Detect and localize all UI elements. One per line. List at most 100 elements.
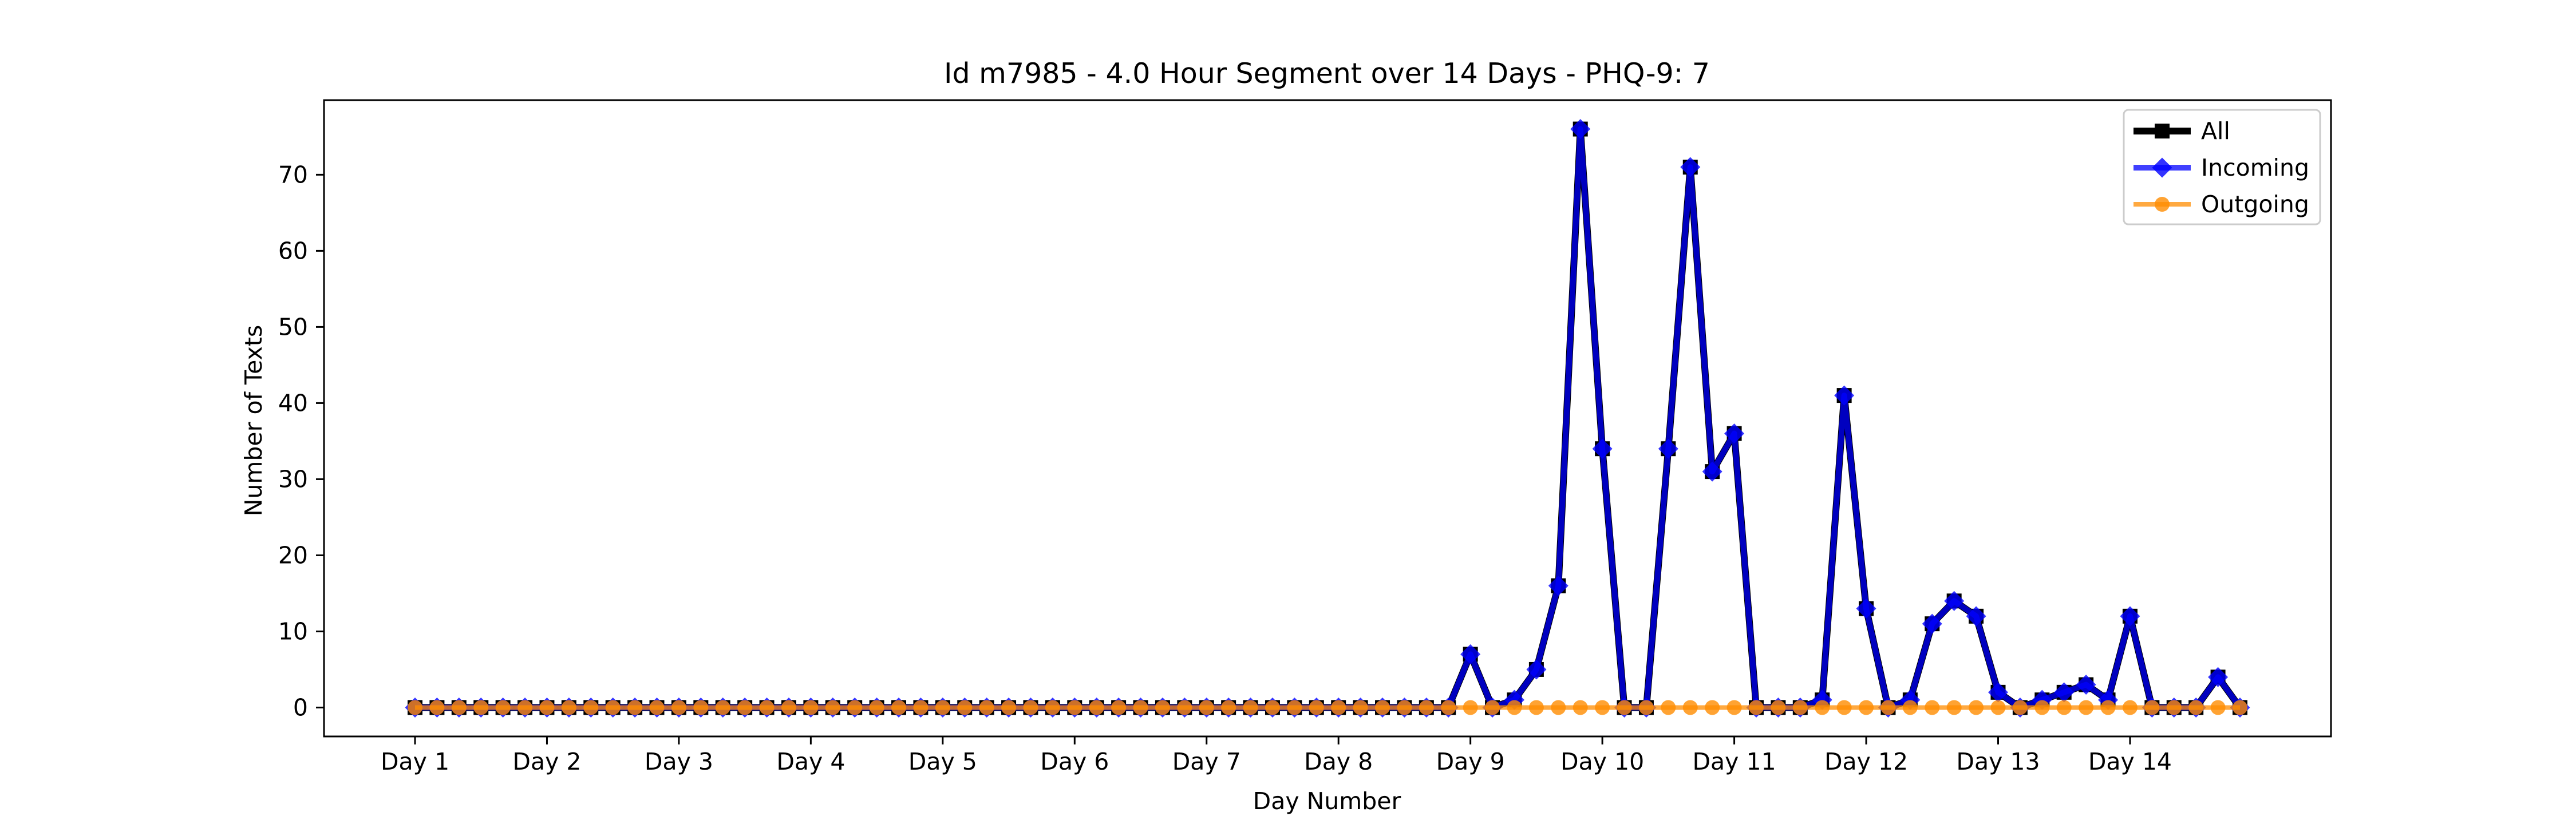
y-tick-label: 40 bbox=[278, 389, 308, 417]
data-point-series-2 bbox=[803, 700, 819, 715]
x-tick-label: Day 9 bbox=[1436, 748, 1505, 775]
data-point-series-2 bbox=[1507, 700, 1522, 715]
data-point-series-2 bbox=[693, 700, 709, 715]
data-point-series-1 bbox=[1944, 591, 1965, 611]
x-tick-label: Day 13 bbox=[1956, 748, 2040, 775]
data-point-series-1 bbox=[1592, 438, 1613, 459]
data-point-series-2 bbox=[1595, 700, 1610, 715]
plot-area: 0 10 20 30 40 50 60 70 Day 1 Day 2 Day 3 Day 4 Day 5… bbox=[278, 99, 2332, 775]
legend-marker-2 bbox=[2155, 197, 2170, 212]
data-point-series-1 bbox=[1658, 438, 1678, 459]
legend: All Incoming Outgoing bbox=[2123, 109, 2321, 225]
data-point-series-2 bbox=[1902, 700, 1918, 715]
data-point-series-1 bbox=[1966, 606, 1986, 627]
data-point-series-2 bbox=[1045, 700, 1060, 715]
data-point-series-1 bbox=[1702, 461, 1722, 482]
data-point-series-2 bbox=[1353, 700, 1368, 715]
y-tick-label: 20 bbox=[278, 541, 308, 569]
data-point-series-2 bbox=[979, 700, 994, 715]
data-point-series-2 bbox=[1859, 700, 1874, 715]
data-point-series-2 bbox=[1573, 700, 1588, 715]
data-point-series-2 bbox=[451, 700, 467, 715]
data-point-series-2 bbox=[825, 700, 840, 715]
data-point-series-2 bbox=[1375, 700, 1390, 715]
data-point-series-1 bbox=[1548, 576, 1568, 596]
data-point-series-2 bbox=[429, 700, 445, 715]
x-tick-label: Day 8 bbox=[1304, 748, 1373, 775]
x-tick-label: Day 1 bbox=[381, 748, 449, 775]
data-point-series-2 bbox=[913, 700, 929, 715]
y-tick-label: 30 bbox=[278, 465, 308, 493]
data-point-series-1 bbox=[2120, 606, 2140, 627]
data-point-series-2 bbox=[2166, 700, 2182, 715]
data-point-series-2 bbox=[759, 700, 775, 715]
data-point-series-2 bbox=[1748, 700, 1764, 715]
data-point-series-2 bbox=[1925, 700, 1940, 715]
data-point-series-2 bbox=[495, 700, 511, 715]
data-point-series-1 bbox=[1724, 423, 1745, 444]
data-point-series-2 bbox=[2122, 700, 2138, 715]
data-point-series-2 bbox=[1199, 700, 1214, 715]
data-point-series-2 bbox=[1287, 700, 1302, 715]
y-tick-label: 10 bbox=[278, 617, 308, 645]
data-point-series-2 bbox=[649, 700, 665, 715]
y-tick-label: 50 bbox=[278, 313, 308, 340]
data-point-series-2 bbox=[408, 700, 422, 715]
data-point-series-2 bbox=[1792, 700, 1808, 715]
y-tick-label: 60 bbox=[278, 237, 308, 264]
data-point-series-2 bbox=[1617, 700, 1632, 715]
chart-title: Id m7985 - 4.0 Hour Segment over 14 Days… bbox=[944, 57, 1710, 90]
data-point-series-2 bbox=[1419, 700, 1434, 715]
legend-box bbox=[2123, 109, 2321, 225]
data-point-series-1 bbox=[1680, 157, 1701, 177]
data-point-series-2 bbox=[1661, 700, 1676, 715]
data-point-series-2 bbox=[1946, 700, 1962, 715]
data-point-series-2 bbox=[2079, 700, 2094, 715]
data-point-series-2 bbox=[605, 700, 621, 715]
data-point-series-2 bbox=[737, 700, 753, 715]
legend-label-0: All bbox=[2201, 117, 2230, 145]
data-point-series-2 bbox=[1638, 700, 1654, 715]
plot-frame bbox=[323, 99, 2332, 738]
y-tick-label: 0 bbox=[293, 694, 308, 721]
data-point-series-2 bbox=[2100, 700, 2116, 715]
x-tick-label: Day 5 bbox=[908, 748, 977, 775]
data-point-series-2 bbox=[1463, 700, 1478, 715]
x-tick-label: Day 3 bbox=[645, 748, 713, 775]
data-point-series-2 bbox=[1990, 700, 2006, 715]
data-point-series-2 bbox=[1551, 700, 1566, 715]
x-tick-label: Day 10 bbox=[1560, 748, 1644, 775]
data-point-series-2 bbox=[1836, 700, 1852, 715]
data-point-series-2 bbox=[1726, 700, 1742, 715]
data-point-series-2 bbox=[539, 700, 555, 715]
x-tick-label: Day 12 bbox=[1824, 748, 1908, 775]
data-point-series-2 bbox=[1485, 700, 1500, 715]
x-tick-label: Day 14 bbox=[2088, 748, 2172, 775]
data-point-series-2 bbox=[715, 700, 730, 715]
x-tick-label: Day 7 bbox=[1172, 748, 1241, 775]
data-point-series-2 bbox=[891, 700, 907, 715]
x-tick-label: Day 11 bbox=[1692, 748, 1776, 775]
data-point-series-1 bbox=[1526, 659, 1547, 680]
data-point-series-2 bbox=[1155, 700, 1170, 715]
data-point-series-2 bbox=[2034, 700, 2050, 715]
data-point-series-1 bbox=[2076, 675, 2096, 695]
legend-label-1: Incoming bbox=[2201, 154, 2309, 181]
data-point-series-2 bbox=[1705, 700, 1720, 715]
data-point-series-1 bbox=[1834, 385, 1855, 406]
data-point-series-2 bbox=[583, 700, 599, 715]
x-tick-label: Day 6 bbox=[1040, 748, 1109, 775]
data-point-series-1 bbox=[1856, 599, 1876, 619]
data-point-series-2 bbox=[1243, 700, 1258, 715]
x-tick-label: Day 4 bbox=[776, 748, 845, 775]
legend-marker-0 bbox=[2155, 124, 2170, 138]
data-point-series-2 bbox=[1089, 700, 1104, 715]
data-point-series-2 bbox=[1331, 700, 1346, 715]
data-point-series-2 bbox=[517, 700, 533, 715]
data-point-series-1 bbox=[1988, 682, 2008, 703]
data-point-series-2 bbox=[1528, 700, 1544, 715]
data-point-series-2 bbox=[1023, 700, 1038, 715]
data-point-series-2 bbox=[627, 700, 643, 715]
data-point-series-2 bbox=[1441, 700, 1456, 715]
